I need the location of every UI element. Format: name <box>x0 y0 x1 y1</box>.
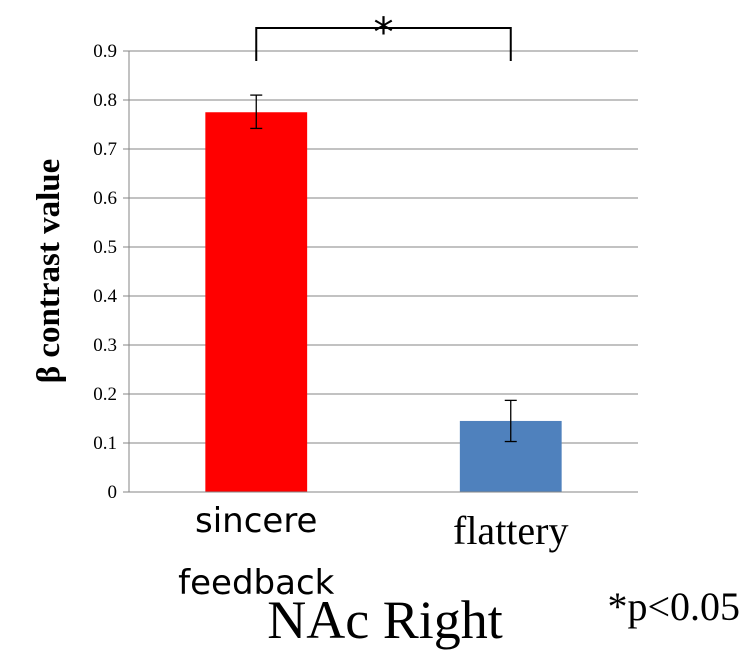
y-tick-label: 0.7 <box>93 139 117 160</box>
bar <box>205 112 308 492</box>
y-tick-label: 0 <box>108 482 118 503</box>
y-tick-label: 0.8 <box>93 90 117 111</box>
significance-star: * <box>374 10 394 56</box>
significance-note: *p<0.05 <box>607 584 740 629</box>
y-tick-label: 0.6 <box>93 188 117 209</box>
bars <box>205 112 562 492</box>
chart-title: NAc Right <box>267 590 503 650</box>
bracket-line <box>255 27 512 61</box>
y-tick-label: 0.9 <box>93 41 117 62</box>
category-label: sincere <box>195 501 317 541</box>
y-tick-label: 0.4 <box>93 286 117 307</box>
category-labels: sincere feedback flattery <box>178 501 568 603</box>
y-tick-label: 0.5 <box>93 237 117 258</box>
category-label: flattery <box>453 508 569 553</box>
category-label: feedback <box>178 563 334 603</box>
error-bars <box>250 94 517 443</box>
y-tick-label: 0.3 <box>93 335 117 356</box>
significance-bracket: * <box>255 10 512 61</box>
y-tick-label: 0.2 <box>93 384 117 405</box>
y-tick-label: 0.1 <box>93 433 117 454</box>
y-axis-label: β contrast value <box>31 159 67 384</box>
y-tick-labels: 0 0.1 0.2 0.3 0.4 0.5 0.6 0.7 0.8 0.9 <box>93 41 117 503</box>
